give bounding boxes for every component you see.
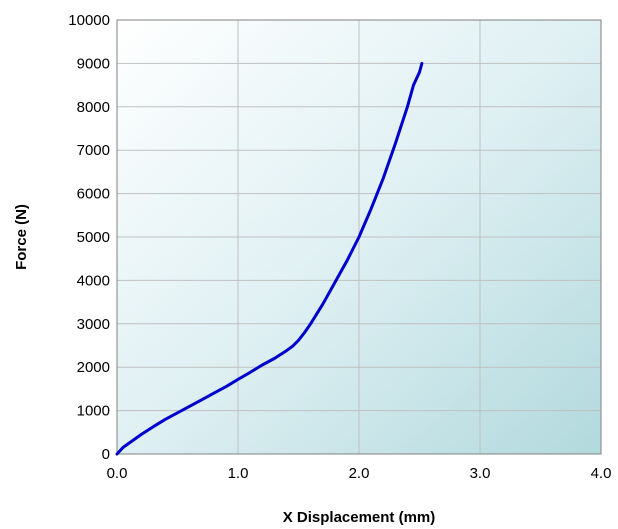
x-axis-ticks: 0.0 1.0 2.0 3.0 4.0: [107, 465, 612, 482]
y-tick-label: 3000: [77, 316, 110, 333]
x-axis-title: X Displacement (mm): [283, 509, 436, 526]
series-layer: [115, 61, 424, 456]
y-axis-ticks: 0 1000 2000 3000 4000 5000 6000 7000 8000 9000 100…: [68, 12, 110, 463]
y-axis-title: Force (N): [13, 204, 30, 270]
x-tick-label: 4.0: [591, 465, 612, 482]
y-tick-label: 9000: [77, 55, 110, 72]
plot-border: [116, 19, 602, 455]
x-tick-label: 0.0: [107, 465, 128, 482]
y-tick-label: 7000: [77, 142, 110, 159]
x-tick-label: 2.0: [349, 465, 370, 482]
y-tick-label: 5000: [77, 229, 110, 246]
y-tick-label: 0: [102, 446, 110, 463]
y-tick-label: 10000: [68, 12, 110, 29]
force-curve-line: [115, 61, 424, 456]
y-tick-label: 2000: [77, 359, 110, 376]
y-tick-label: 1000: [77, 403, 110, 420]
y-tick-label: 8000: [77, 99, 110, 116]
y-tick-label: 4000: [77, 272, 110, 289]
y-tick-label: 6000: [77, 186, 110, 203]
x-tick-label: 1.0: [228, 465, 249, 482]
x-tick-label: 3.0: [470, 465, 491, 482]
